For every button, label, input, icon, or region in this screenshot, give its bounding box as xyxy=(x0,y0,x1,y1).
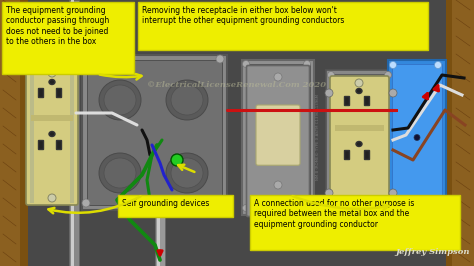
Text: A connection used for no other purpose is
required between the metal box and the: A connection used for no other purpose i… xyxy=(254,199,414,229)
Circle shape xyxy=(48,69,56,77)
Bar xyxy=(38,88,43,97)
Circle shape xyxy=(82,199,90,207)
Bar xyxy=(364,96,369,105)
Ellipse shape xyxy=(356,89,362,94)
Text: Removing the receptacle in either box below won't
interrupt the other equipment : Removing the receptacle in either box be… xyxy=(142,6,345,25)
Circle shape xyxy=(303,60,310,68)
Bar xyxy=(82,55,227,210)
Ellipse shape xyxy=(49,131,55,136)
Circle shape xyxy=(435,61,441,69)
Circle shape xyxy=(303,205,310,211)
Bar xyxy=(388,60,446,215)
Circle shape xyxy=(325,89,333,97)
Ellipse shape xyxy=(171,158,203,188)
Circle shape xyxy=(243,60,249,68)
Bar xyxy=(446,0,474,266)
Circle shape xyxy=(171,154,183,166)
Bar xyxy=(38,140,43,149)
Bar xyxy=(0,0,28,266)
Bar xyxy=(344,150,349,159)
Ellipse shape xyxy=(99,80,141,120)
Ellipse shape xyxy=(171,85,203,115)
Ellipse shape xyxy=(356,142,362,147)
Bar xyxy=(155,195,165,266)
FancyBboxPatch shape xyxy=(2,2,134,74)
Bar xyxy=(246,64,310,211)
Bar xyxy=(335,125,384,131)
FancyBboxPatch shape xyxy=(330,76,389,210)
Bar xyxy=(70,68,74,203)
Circle shape xyxy=(48,194,56,202)
Circle shape xyxy=(389,89,397,97)
FancyBboxPatch shape xyxy=(256,105,300,165)
Bar xyxy=(30,68,34,203)
Bar xyxy=(31,115,73,121)
Circle shape xyxy=(414,135,420,140)
Circle shape xyxy=(216,199,224,207)
Text: Jeffrey Simpson: Jeffrey Simpson xyxy=(395,248,470,256)
FancyBboxPatch shape xyxy=(250,195,460,250)
Text: NM-B (ROMEX) TYPE X ASTM C1396/L1396M: NM-B (ROMEX) TYPE X ASTM C1396/L1396M xyxy=(316,94,320,181)
Circle shape xyxy=(274,73,282,81)
Circle shape xyxy=(274,201,282,209)
Bar xyxy=(392,64,442,211)
Circle shape xyxy=(325,189,333,197)
Circle shape xyxy=(328,72,335,78)
Ellipse shape xyxy=(99,153,141,193)
Ellipse shape xyxy=(166,80,208,120)
Bar xyxy=(0,0,20,266)
Bar xyxy=(242,60,314,215)
Bar xyxy=(452,0,474,266)
FancyBboxPatch shape xyxy=(26,66,78,205)
Bar xyxy=(56,88,61,97)
Bar xyxy=(364,150,369,159)
Circle shape xyxy=(355,199,363,207)
Circle shape xyxy=(384,72,392,78)
Circle shape xyxy=(274,181,282,189)
Circle shape xyxy=(243,205,249,211)
Text: Self grounding devices: Self grounding devices xyxy=(122,199,210,208)
Circle shape xyxy=(390,203,396,210)
Circle shape xyxy=(82,55,90,63)
Text: The equipment grounding
conductor passing through
does not need to be joined
to : The equipment grounding conductor passin… xyxy=(6,6,109,46)
Circle shape xyxy=(389,189,397,197)
Circle shape xyxy=(216,55,224,63)
Ellipse shape xyxy=(104,85,136,115)
FancyBboxPatch shape xyxy=(246,65,310,217)
Circle shape xyxy=(384,203,392,210)
Circle shape xyxy=(390,61,396,69)
Ellipse shape xyxy=(49,80,55,85)
Bar xyxy=(69,0,79,266)
Bar xyxy=(56,140,61,149)
Bar xyxy=(326,70,396,215)
Circle shape xyxy=(328,203,335,210)
Circle shape xyxy=(435,203,441,210)
Bar xyxy=(71,0,74,266)
Bar xyxy=(344,96,349,105)
Bar xyxy=(330,74,392,211)
Bar xyxy=(157,195,160,266)
Ellipse shape xyxy=(104,158,136,188)
Text: ©ElectricalLicenseRenewal.Com 2020: ©ElectricalLicenseRenewal.Com 2020 xyxy=(147,81,327,89)
Bar xyxy=(87,60,222,205)
Circle shape xyxy=(355,79,363,87)
Ellipse shape xyxy=(166,153,208,193)
FancyBboxPatch shape xyxy=(138,2,428,50)
FancyBboxPatch shape xyxy=(118,195,233,217)
